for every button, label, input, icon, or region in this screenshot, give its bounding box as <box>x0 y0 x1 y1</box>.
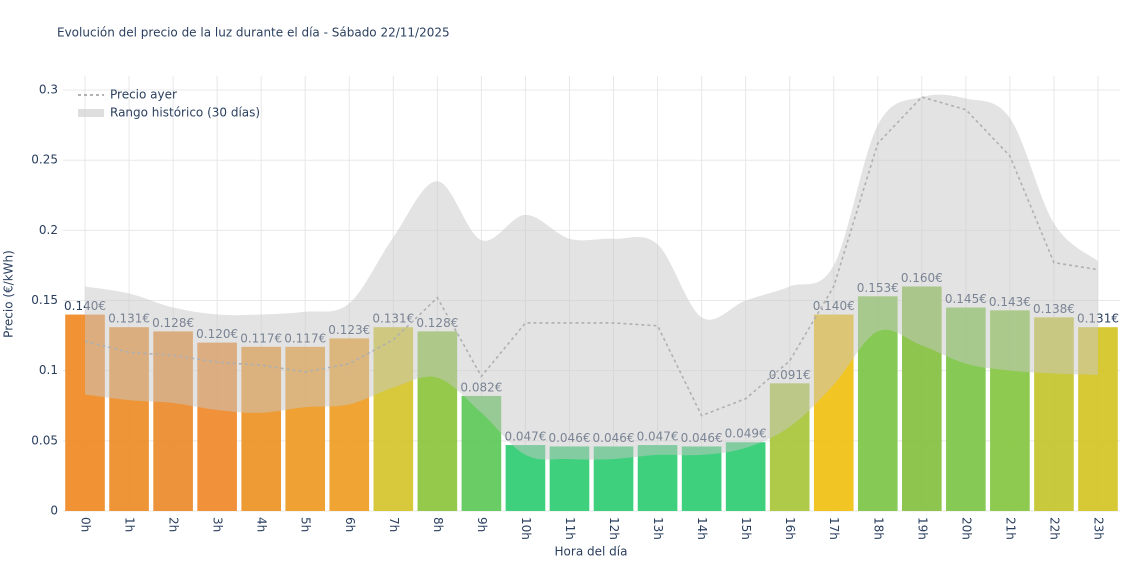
legend-swatch <box>78 109 104 117</box>
y-tick-label: 0.3 <box>39 83 58 97</box>
x-tick-label: 0h <box>79 517 93 532</box>
x-tick-label: 3h <box>211 517 225 532</box>
x-tick-label: 11h <box>563 517 577 540</box>
y-tick-label: 0.25 <box>31 153 58 167</box>
y-tick-label: 0.2 <box>39 223 58 237</box>
y-tick-label: 0.1 <box>39 363 58 377</box>
overlays <box>84 94 1099 460</box>
x-tick-label: 12h <box>607 517 621 540</box>
x-tick-label: 10h <box>519 517 533 540</box>
y-axis-title: Precio (€/kWh) <box>2 250 16 338</box>
x-tick-label: 9h <box>475 517 489 532</box>
x-tick-label: 23h <box>1091 517 1105 540</box>
x-tick-label: 20h <box>959 517 973 540</box>
history-band <box>85 94 1098 460</box>
x-tick-label: 5h <box>299 517 313 532</box>
x-tick-label: 15h <box>739 517 753 540</box>
x-tick-label: 16h <box>783 517 797 540</box>
x-tick-label: 22h <box>1047 517 1061 540</box>
x-tick-label: 17h <box>827 517 841 540</box>
legend: Precio ayer Rango histórico (30 días) <box>78 88 260 120</box>
bar <box>637 445 678 511</box>
x-tick-label: 2h <box>167 517 181 532</box>
y-tick-label: 0.15 <box>31 293 58 307</box>
x-tick-label: 21h <box>1003 517 1017 540</box>
bar <box>681 446 722 511</box>
x-tick-label: 4h <box>255 517 269 532</box>
legend-label: Precio ayer <box>110 88 177 102</box>
x-tick-label: 18h <box>871 517 885 540</box>
x-tick-label: 1h <box>123 517 137 532</box>
x-tick-label: 8h <box>431 517 445 532</box>
x-tick-label: 13h <box>651 517 665 540</box>
chart-title: Evolución del precio de la luz durante e… <box>57 26 450 40</box>
y-tick-label: 0 <box>50 504 58 518</box>
bar <box>725 442 766 511</box>
x-tick-label: 7h <box>387 517 401 532</box>
y-tick-label: 0.05 <box>31 433 58 447</box>
x-tick-label: 6h <box>343 517 357 532</box>
x-tick-label: 14h <box>695 517 709 540</box>
x-tick-label: 19h <box>915 517 929 540</box>
x-axis-title: Hora del día <box>555 545 628 559</box>
legend-label: Rango histórico (30 días) <box>110 106 260 120</box>
